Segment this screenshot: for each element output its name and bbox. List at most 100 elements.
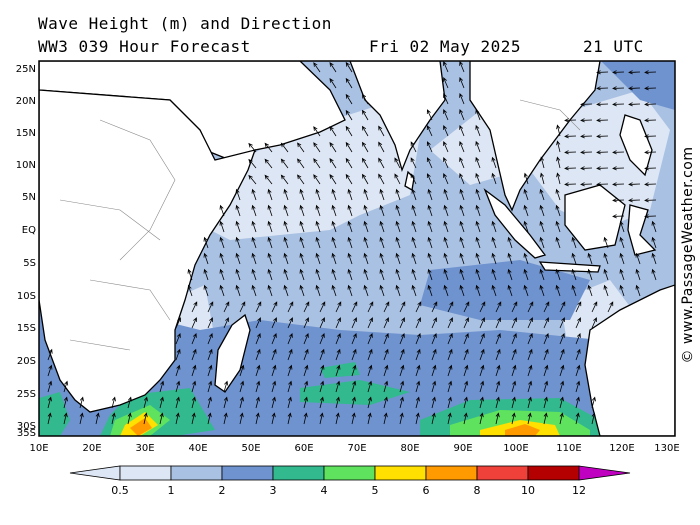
wave-arrow — [329, 61, 337, 73]
wave-arrow — [175, 364, 181, 377]
legend-labels: 0.5 1 2 3 4 5 6 8 10 12 — [111, 484, 586, 497]
wave-arrow — [399, 317, 405, 329]
wave-arrow — [410, 173, 417, 185]
legend-swatch — [476, 465, 529, 481]
wave-arrow — [63, 396, 68, 409]
wave-arrow — [523, 172, 529, 185]
wave-arrow — [63, 412, 68, 425]
wave-arrow — [527, 396, 532, 409]
legend-label: 4 — [321, 484, 328, 497]
wave-arrow — [187, 284, 193, 297]
wave-arrow — [379, 268, 385, 281]
wave-arrow — [511, 364, 517, 377]
wave-arrow — [495, 348, 501, 361]
wave-arrow — [271, 364, 277, 377]
wave-arrow — [47, 348, 53, 361]
legend-left-cap — [69, 465, 121, 481]
wave-arrow — [207, 364, 213, 377]
wave-arrow — [475, 156, 481, 169]
wave-arrow — [459, 204, 465, 217]
lon-tick-label: 30E — [135, 443, 154, 454]
lat-tick-label: 20N — [16, 96, 36, 107]
wave-arrow — [475, 220, 481, 233]
wave-arrow — [255, 364, 261, 377]
wave-arrow — [271, 348, 277, 361]
wave-arrow — [351, 396, 356, 409]
wave-arrow — [644, 166, 657, 171]
wave-arrow — [459, 220, 465, 233]
wave-arrow — [367, 301, 374, 313]
wave-arrow — [564, 118, 577, 123]
wave-arrow — [491, 284, 497, 297]
land-sulawesi — [627, 204, 657, 256]
wave-arrow — [555, 204, 561, 217]
wave-arrow — [383, 380, 389, 393]
wave-arrow — [219, 252, 225, 265]
wave-arrow — [495, 332, 501, 345]
wave-arrow — [235, 188, 241, 201]
wave-arrow — [287, 301, 294, 313]
wave-arrow — [251, 252, 257, 265]
color-legend — [69, 465, 631, 481]
wave-arrow — [345, 125, 353, 137]
wave-arrow — [331, 220, 337, 233]
lon-axis: 10E 20E 30E 40E 50E 60E 70E 80E 90E 100E… — [29, 443, 679, 454]
wave-arrow — [603, 284, 609, 297]
wave-arrow — [267, 284, 273, 297]
wave-arrow — [431, 412, 436, 425]
wave-arrow — [619, 284, 625, 297]
wave-arrow — [303, 301, 310, 313]
wave-arrow — [367, 317, 373, 329]
wave-arrow — [443, 77, 449, 89]
wave-arrow — [612, 70, 625, 75]
wave-arrow — [191, 412, 196, 425]
wave-arrow — [299, 220, 305, 233]
wave-arrow — [619, 268, 625, 281]
wave-arrow — [303, 380, 309, 393]
wave-arrow — [239, 412, 244, 425]
wave-arrow — [415, 348, 421, 361]
wave-arrow — [559, 364, 565, 377]
wave-arrow — [426, 125, 433, 137]
wave-arrow — [443, 220, 449, 233]
wave-arrow — [411, 204, 417, 217]
wave-arrow — [427, 268, 433, 281]
wave-arrow — [612, 198, 625, 203]
wave-arrow — [644, 70, 657, 75]
lon-tick-label: 90E — [453, 443, 472, 454]
wave-arrow — [511, 348, 517, 361]
wave-arrow — [459, 76, 465, 89]
wave-arrow — [313, 62, 321, 73]
wave-arrow — [267, 188, 273, 201]
legend-label: 0.5 — [111, 484, 129, 497]
wave-arrow — [255, 348, 261, 361]
wave-arrow — [459, 108, 465, 121]
wave-arrow — [495, 396, 500, 409]
wave-arrow — [523, 204, 529, 217]
wave-arrow — [315, 204, 321, 217]
wave-arrow — [431, 332, 437, 345]
wave-arrow — [612, 102, 625, 107]
wave-arrow — [612, 182, 625, 187]
wave-arrow — [351, 301, 358, 313]
wave-arrow — [63, 380, 69, 393]
wave-arrow — [543, 332, 549, 345]
wave-arrow — [379, 188, 385, 201]
lon-tick-label: 70E — [347, 443, 366, 454]
wave-arrow — [303, 412, 308, 425]
land-borneo — [564, 184, 626, 251]
wave-arrow — [556, 124, 561, 137]
wave-arrow — [127, 396, 132, 409]
wave-arrow — [527, 301, 534, 313]
wave-arrow — [299, 284, 305, 297]
wave-direction-arrows — [47, 61, 657, 425]
wave-arrow — [447, 412, 452, 425]
wave-arrow — [271, 332, 277, 345]
wave-arrow — [239, 364, 245, 377]
wave-arrow — [495, 412, 500, 425]
wave-arrow — [575, 380, 581, 393]
wave-arrow — [175, 412, 180, 425]
wave-arrow — [399, 380, 405, 393]
wave-arrow — [443, 252, 449, 265]
map-title: Wave Height (m) and Direction — [38, 14, 332, 33]
